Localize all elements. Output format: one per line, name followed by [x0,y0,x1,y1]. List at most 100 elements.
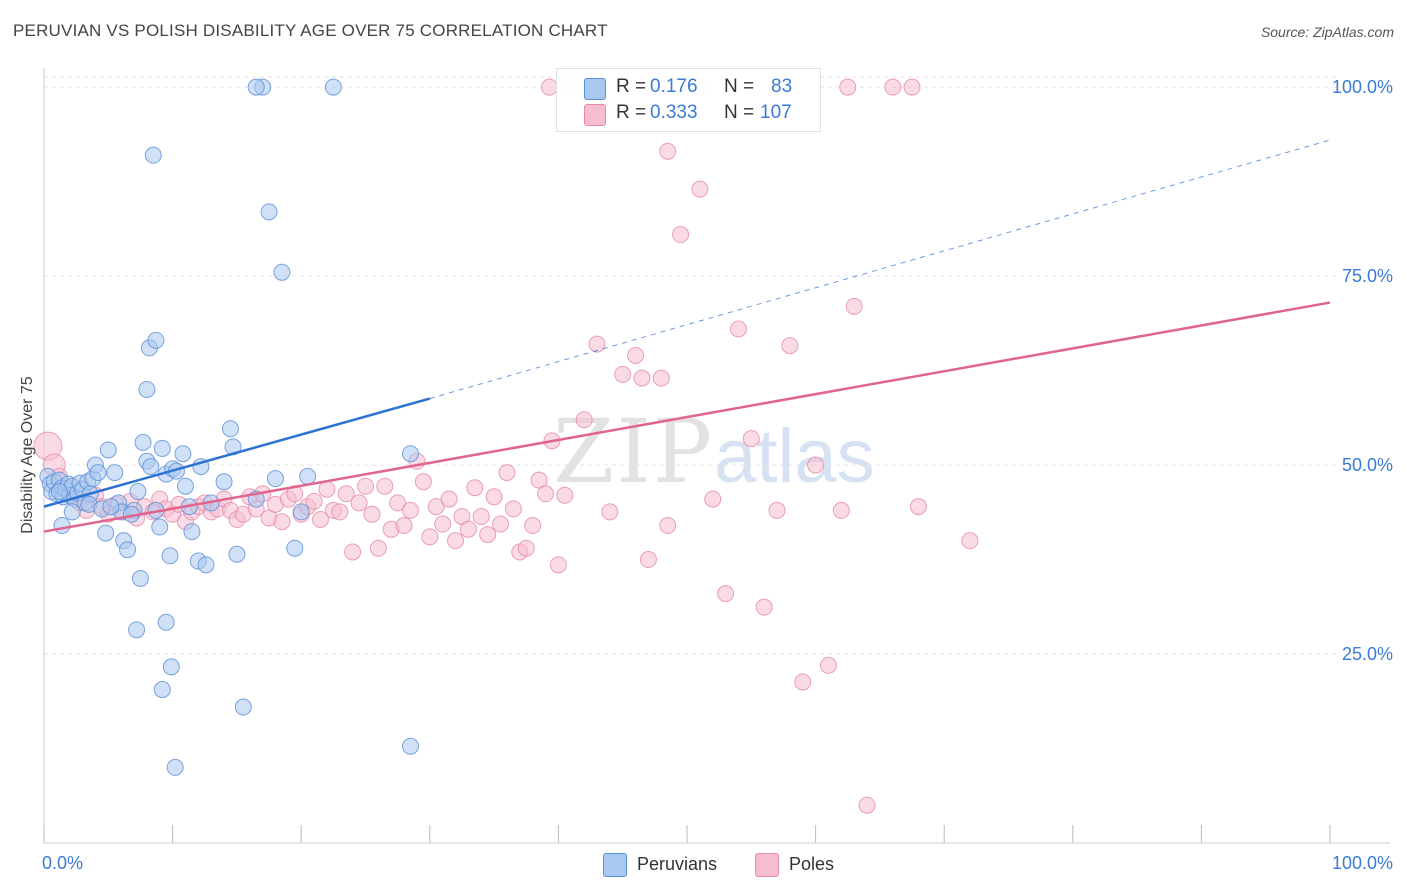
peruvians-point [151,518,169,536]
poles-point [652,369,670,387]
peruvians-point [247,78,265,96]
peruvians-point [142,458,160,476]
poles-point [472,507,490,525]
peruvians-point [324,78,342,96]
peruvians-point [129,483,147,501]
poles-point [884,78,902,96]
poles-point [768,501,786,519]
y-tick-label: 50.0% [1342,455,1393,475]
y-tick-label: 25.0% [1342,644,1393,664]
poles-point [961,532,979,550]
poles-point [659,517,677,535]
peruvians-point [134,433,152,451]
poles-point [498,464,516,482]
poles-point [479,526,497,544]
peruvians-point [166,758,184,776]
poles-point [402,501,420,519]
peruvians-r-label: R = [616,76,647,97]
peruvians-point [50,483,68,501]
source-label: Source: ZipAtlas.com [1260,24,1394,40]
poles-point [601,503,619,521]
peruvians-point [147,331,165,349]
peruvians-point [176,477,194,495]
peruvians-point [161,547,179,565]
poles-point [781,337,799,355]
peruvians-point [299,467,317,485]
poles-point [369,539,387,557]
y-tick-label: 100.0% [1332,77,1393,97]
poles-point [447,532,465,550]
poles-point [311,510,329,528]
poles-point [858,796,876,814]
poles-point [273,513,291,531]
poles-n-label: N = [724,102,755,123]
y-tick-label: 75.0% [1342,266,1393,286]
poles-point [485,488,503,506]
watermark-atlas: atlas [714,414,875,499]
stats-legend-row-peruvians: R = 0.176 N = 83 [557,76,820,100]
peruvians-point [197,556,215,574]
legend-item-poles[interactable]: Poles [755,853,834,877]
peruvians-point [97,524,115,542]
peruvians-n-value: 83 [771,76,793,97]
peruvians-point [153,681,171,699]
poles-point [434,515,452,533]
peruvians-point [215,473,233,491]
poles-point [318,480,336,498]
poles-point [492,515,510,533]
poles-point [704,490,722,508]
poles-r-label: R = [616,102,647,123]
x-tick-label-min: 0.0% [42,853,83,873]
poles-point [742,430,760,448]
poles-point [517,539,535,557]
peruvians-point [402,737,420,755]
poles-point [909,498,927,516]
peruvians-point [157,613,175,631]
legend-peruvians-swatch [603,853,627,877]
poles-point [440,490,458,508]
poles-point [839,78,857,96]
legend-poles-label: Poles [789,853,835,874]
peruvians-point [234,698,252,716]
poles-point [691,180,709,198]
peruvians-point [106,464,124,482]
stats-legend-row-poles: R = 0.333 N = 107 [557,102,820,126]
poles-n-value: 107 [760,102,792,123]
peruvians-trend-line [43,397,431,508]
poles-point [363,505,381,523]
peruvians-point [144,146,162,164]
poles-point [614,365,632,383]
poles-point [459,520,477,538]
peruvians-point [260,203,278,221]
legend-peruvians-label: Peruvians [637,853,718,874]
peruvians-point [174,445,192,463]
poles-point [357,477,374,495]
poles-point [414,473,432,491]
peruvians-point [138,380,156,398]
poles-swatch [584,104,606,126]
poles-point [524,517,542,535]
peruvians-point [273,263,291,281]
poles-point [627,346,645,364]
peruvians-point [286,539,304,557]
poles-point [717,585,735,603]
poles-point [549,556,567,574]
poles-point [540,78,558,96]
peruvians-point [63,503,81,521]
poles-point [903,78,921,96]
poles-point [331,503,349,521]
peruvians-n-label: N = [724,76,755,97]
poles-point [530,471,548,489]
peruvians-point [99,441,117,459]
poles-trend-line [43,301,1331,533]
x-tick-label-max: 100.0% [1332,853,1393,873]
poles-point [755,598,773,616]
y-axis-label: Disability Age Over 75 [19,376,36,534]
poles-point [376,477,394,495]
legend-item-peruvians[interactable]: Peruvians [603,853,717,877]
peruvians-point [221,420,239,438]
poles-point [672,226,690,244]
peruvians-point [119,541,137,559]
poles-point [395,517,413,535]
